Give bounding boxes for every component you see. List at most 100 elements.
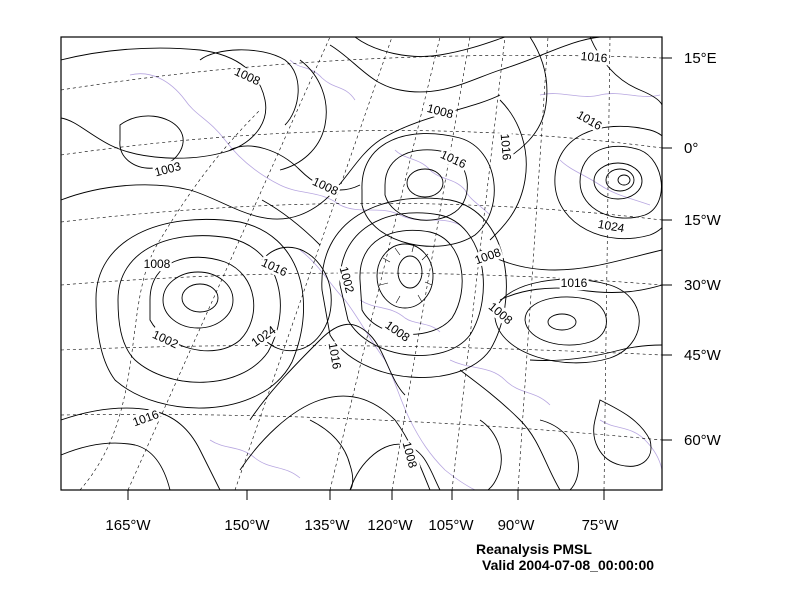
contour-label: 1016 bbox=[561, 276, 588, 290]
contour-line bbox=[249, 323, 406, 421]
contour-label-halo bbox=[258, 254, 291, 280]
contour-line bbox=[117, 235, 281, 383]
contour-label-halo bbox=[231, 63, 264, 89]
contour-label-halo bbox=[595, 216, 627, 236]
meridian-line bbox=[517, 37, 549, 490]
bottom-tick-label: 120°W bbox=[367, 517, 413, 534]
contour-line bbox=[149, 256, 255, 352]
contour-line bbox=[279, 59, 327, 171]
meridian-line bbox=[234, 37, 393, 490]
contour-label-halo bbox=[579, 48, 610, 66]
contour-label-halo bbox=[129, 406, 162, 430]
pmsl-contours bbox=[61, 37, 662, 490]
contour-label-halo bbox=[559, 276, 589, 291]
contour-label: 1016 bbox=[498, 133, 514, 161]
contour-line bbox=[376, 243, 434, 309]
contour-label-halo bbox=[247, 322, 280, 351]
contour-line bbox=[397, 255, 423, 289]
contour-line bbox=[529, 344, 662, 361]
contour-line bbox=[617, 174, 631, 186]
contour-line bbox=[579, 145, 662, 219]
contour-line bbox=[162, 271, 234, 329]
contour-line bbox=[539, 419, 579, 490]
right-tick-label: 0° bbox=[684, 140, 698, 157]
parallel-line bbox=[61, 345, 662, 356]
bottom-tick-label: 135°W bbox=[304, 517, 350, 534]
contour-line bbox=[593, 399, 652, 467]
contour-line bbox=[593, 162, 643, 200]
bottom-axis bbox=[127, 490, 605, 500]
contour-label: 1008 bbox=[426, 101, 456, 122]
caption-title: Reanalysis PMSL bbox=[476, 541, 592, 557]
contour-label: 1008 bbox=[144, 257, 171, 271]
contour-label-halo bbox=[424, 100, 457, 122]
contour-line bbox=[459, 369, 561, 490]
contour-line bbox=[261, 199, 321, 246]
bottom-tick-label: 90°W bbox=[498, 517, 536, 534]
contour-line bbox=[524, 296, 607, 346]
contour-label: 1008 bbox=[400, 440, 421, 470]
contour-line bbox=[479, 249, 662, 271]
contour-line bbox=[199, 49, 299, 126]
contour-line bbox=[329, 37, 601, 93]
contour-line bbox=[61, 47, 267, 159]
contour-label-halo bbox=[471, 244, 504, 268]
contour-label-halo bbox=[437, 146, 470, 172]
contour-label-halo bbox=[399, 439, 421, 471]
contour-line bbox=[309, 419, 354, 490]
contour-label-halo bbox=[336, 264, 358, 296]
bottom-axis-labels: 165°W 150°W 135°W 120°W 105°W 90°W 75°W bbox=[105, 517, 619, 534]
contour-line bbox=[554, 125, 662, 240]
contour-line bbox=[181, 283, 219, 313]
bottom-tick-label: 105°W bbox=[428, 517, 474, 534]
right-tick-label: 45°W bbox=[684, 347, 722, 364]
central-low-ticks bbox=[379, 243, 433, 304]
right-tick-label: 15°W bbox=[684, 212, 722, 229]
contour-label: 1024 bbox=[597, 217, 626, 235]
parallel-line bbox=[61, 130, 662, 156]
contour-line bbox=[61, 407, 221, 490]
contour-line bbox=[119, 115, 184, 169]
contour-label: 1016 bbox=[326, 341, 344, 370]
contour-label-halo bbox=[152, 158, 184, 180]
contour-line bbox=[504, 37, 548, 161]
right-axis-labels: 15°E 0° 15°W 30°W 45°W 60°W bbox=[684, 50, 722, 449]
contour-line bbox=[95, 218, 304, 409]
contour-line bbox=[384, 149, 468, 221]
contour-line bbox=[229, 145, 361, 191]
parallel-line bbox=[61, 202, 662, 223]
parallel-line bbox=[79, 109, 261, 490]
contour-line bbox=[547, 313, 577, 331]
plot-frame bbox=[60, 36, 663, 491]
contour-label: 1003 bbox=[153, 159, 183, 180]
contour-line bbox=[261, 246, 332, 352]
contour-line bbox=[489, 99, 527, 241]
contour-label-halo bbox=[381, 317, 414, 346]
contour-label-halo bbox=[573, 107, 606, 134]
contour-line bbox=[605, 168, 635, 192]
caption-valid-time: Valid 2004-07-08_00:00:00 bbox=[482, 557, 655, 573]
contour-label: 1016 bbox=[580, 49, 608, 65]
contour-label-halo bbox=[142, 257, 172, 272]
contour-label-halo bbox=[149, 326, 182, 352]
contour-line bbox=[61, 94, 501, 220]
contour-line bbox=[321, 197, 507, 378]
contour-line bbox=[61, 442, 171, 490]
bottom-tick-label: 150°W bbox=[224, 517, 270, 534]
right-axis bbox=[662, 57, 672, 441]
parallel-line bbox=[61, 55, 662, 91]
right-tick-label: 60°W bbox=[684, 432, 722, 449]
coastlines bbox=[129, 59, 662, 490]
contour-line bbox=[494, 278, 640, 364]
contour-line bbox=[406, 168, 444, 198]
contour-label: 1002 bbox=[337, 265, 358, 295]
bottom-tick-label: 75°W bbox=[582, 517, 620, 534]
contour-label-halo bbox=[325, 340, 345, 372]
contour-line bbox=[339, 212, 484, 356]
contour-label-halo bbox=[497, 132, 515, 163]
right-tick-label: 30°W bbox=[684, 277, 722, 294]
contour-line bbox=[479, 419, 502, 490]
bottom-tick-label: 165°W bbox=[105, 517, 151, 534]
contour-label-halo bbox=[485, 298, 517, 329]
